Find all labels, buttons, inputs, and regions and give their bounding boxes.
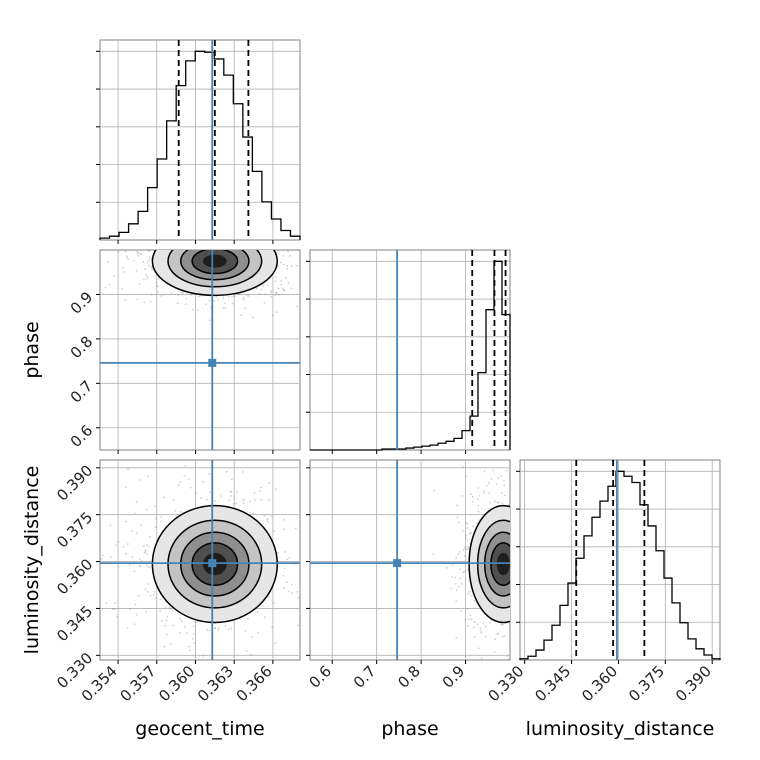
ytick-label-luminosity_distance-3: 0.375 [53, 508, 96, 551]
ytick-label-luminosity_distance-1: 0.345 [53, 602, 96, 645]
panel-phase-vs-geocent_time-contour-4 [202, 254, 227, 268]
xtick-label-geocent_time-4: 0.366 [233, 662, 276, 705]
ytick-label-luminosity_distance-2: 0.360 [53, 555, 96, 598]
ytick-label-phase-3: 0.9 [67, 288, 97, 318]
xtick-label-luminosity_distance-2: 0.360 [578, 662, 621, 705]
xtick-label-phase-2: 0.8 [394, 662, 424, 692]
ytick-label-phase-0: 0.6 [67, 421, 97, 451]
xtick-label-geocent_time-3: 0.363 [194, 662, 237, 705]
xlabel-luminosity_distance: luminosity_distance [526, 718, 715, 740]
xlabel-geocent_time: geocent_time [135, 718, 264, 740]
hist-geocent_time-steps [99, 50, 301, 240]
ylabel-phase: phase [21, 321, 43, 378]
xtick-label-geocent_time-2: 0.360 [155, 662, 198, 705]
xtick-label-luminosity_distance-3: 0.375 [625, 662, 668, 705]
panel-phase-vs-geocent_time-truth-marker [208, 358, 217, 367]
panel-luminosity_distance-vs-phase-density [432, 460, 510, 660]
panel-luminosity_distance-vs-geocent_time-truth-marker [208, 559, 217, 568]
ytick-label-phase-1: 0.7 [67, 377, 97, 407]
xlabel-phase: phase [381, 718, 438, 740]
ylabel-luminosity_distance: luminosity_distance [21, 466, 43, 655]
hist-luminosity_distance-steps [519, 470, 721, 660]
panel-phase-vs-geocent_time-density [104, 250, 299, 322]
panel-luminosity_distance-vs-phase-contour-4 [496, 552, 510, 576]
xtick-label-phase-3: 0.9 [439, 662, 469, 692]
hist-phase-frame [309, 249, 511, 451]
xtick-label-phase-1: 0.7 [350, 662, 380, 692]
xtick-label-luminosity_distance-1: 0.345 [531, 662, 574, 705]
panel-luminosity_distance-vs-phase-truth-marker [393, 559, 402, 568]
ytick-label-luminosity_distance-4: 0.390 [53, 461, 96, 504]
hist-geocent_time-frame [99, 39, 301, 241]
ytick-label-phase-2: 0.8 [67, 333, 97, 363]
hist-phase-steps [310, 260, 511, 451]
xtick-label-phase-0: 0.6 [305, 662, 335, 692]
xtick-label-luminosity_distance-4: 0.390 [672, 662, 715, 705]
xtick-label-luminosity_distance-0: 0.330 [484, 662, 527, 705]
xtick-label-geocent_time-1: 0.357 [117, 662, 160, 705]
hist-luminosity_distance-frame [519, 459, 721, 661]
